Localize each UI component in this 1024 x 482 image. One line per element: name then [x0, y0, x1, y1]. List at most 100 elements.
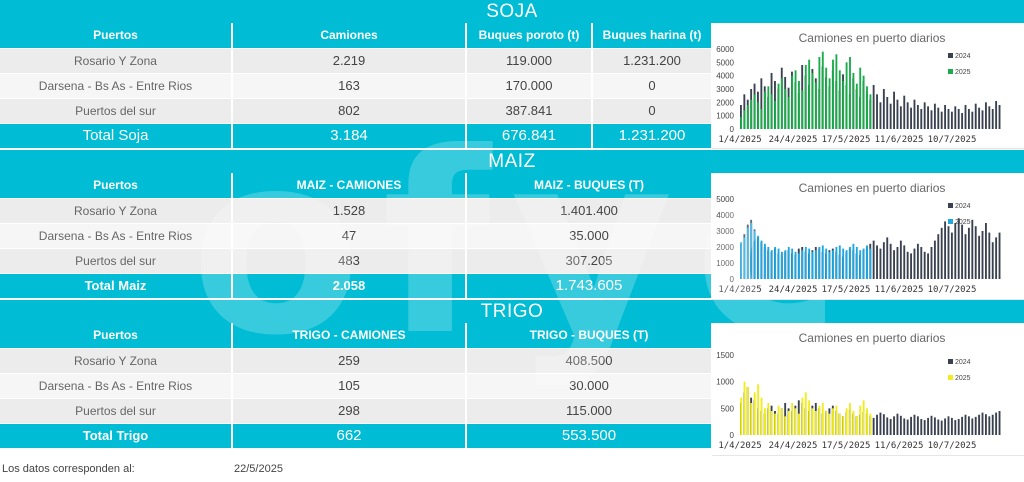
buques-value: 1.401.400	[466, 198, 713, 224]
bar-2025	[784, 89, 787, 129]
maiz-chart: Camiones en puerto diarios 0 1000 2000 3000 4…	[712, 173, 1024, 300]
bar-2024	[879, 412, 882, 435]
bar-2024	[944, 105, 947, 129]
bar-2024	[954, 223, 957, 279]
bar-2025	[764, 91, 766, 129]
trigo-section-title: TRIGO	[0, 300, 1024, 323]
bar-2024	[876, 245, 878, 279]
legend-label: 2024	[955, 203, 971, 210]
bar-2024	[957, 109, 960, 129]
bar-2025	[859, 250, 862, 279]
bar-2025	[845, 250, 848, 279]
maiz-header-puertos: Puertos	[0, 173, 233, 199]
legend-swatch	[948, 375, 953, 380]
bar-2025	[787, 411, 790, 435]
bar-2025	[791, 75, 794, 129]
bar-2025	[764, 243, 766, 279]
port-name: Rosario Y Zona	[0, 48, 233, 74]
camiones-value: 802	[232, 98, 467, 124]
bar-2025	[743, 381, 746, 435]
x-tick-label: 1/4/2025	[718, 441, 761, 451]
bar-2025	[770, 94, 773, 129]
bar-2025	[862, 248, 865, 279]
bar-2024	[998, 105, 1001, 129]
x-tick-label: 17/5/2025	[822, 285, 871, 295]
bar-2025	[760, 240, 763, 279]
trigo-table: Puertos TRIGO - CAMIONES TRIGO - BUQUES …	[0, 323, 713, 449]
bar-2024	[913, 248, 916, 279]
bar-2025	[818, 247, 821, 279]
total-label: Total Soja	[0, 123, 233, 149]
bar-2025	[835, 405, 838, 435]
total-buques-poroto: 676.841	[466, 123, 593, 149]
total-label: Total Trigo	[0, 423, 233, 449]
soja-chart: Camiones en puerto diarios 0 1000 2000 3000 4…	[712, 23, 1024, 149]
port-name: Puertos del sur	[0, 398, 233, 424]
camiones-value: 483	[232, 248, 467, 274]
total-buques-harina: 1.231.200	[592, 123, 713, 149]
bar-2024	[933, 417, 936, 435]
buques-value: 115.000	[466, 398, 713, 424]
y-tick-label: 1000	[716, 378, 734, 387]
bar-2025	[801, 397, 804, 435]
bar-2025	[804, 65, 807, 129]
bar-2024	[927, 106, 930, 129]
bar-2025	[804, 247, 807, 279]
bar-2024	[974, 226, 977, 279]
bar-2024	[920, 419, 923, 435]
table-row: Darsena - Bs As - Entre Rios 47 35.000	[0, 223, 713, 249]
bar-2025	[760, 109, 763, 129]
chart-title: Camiones en puerto diarios	[799, 181, 946, 195]
bar-2024	[944, 221, 947, 279]
bar-2025	[859, 67, 862, 129]
bar-2025	[808, 400, 811, 435]
bar-2025	[811, 408, 814, 435]
bar-2025	[862, 75, 865, 129]
bar-2025	[815, 411, 817, 435]
camiones-value: 163	[232, 73, 467, 99]
bar-2024	[896, 99, 899, 129]
buques-poroto-value: 119.000	[466, 48, 593, 74]
bar-2024	[940, 420, 943, 435]
bar-2025	[784, 416, 787, 435]
bar-2024	[995, 237, 998, 279]
port-name: Puertos del sur	[0, 248, 233, 274]
legend-swatch	[948, 359, 953, 364]
bar-2024	[944, 418, 947, 435]
bar-2024	[899, 106, 902, 129]
bar-2025	[798, 81, 800, 129]
bar-2024	[930, 415, 933, 435]
bar-2025	[781, 78, 783, 129]
bar-2024	[967, 416, 970, 435]
bar-2024	[950, 232, 953, 279]
bar-2024	[940, 111, 943, 129]
bar-2025	[787, 247, 790, 279]
maiz-header-buques: MAIZ - BUQUES (T)	[466, 173, 713, 199]
bar-2025	[804, 392, 807, 435]
bar-2025	[757, 102, 760, 129]
bar-2024	[998, 411, 1001, 435]
bar-2025	[740, 117, 743, 129]
bar-2024	[991, 242, 994, 279]
bar-2025	[862, 400, 865, 435]
soja-total-row: Total Soja 3.184 676.841 1.231.200	[0, 123, 713, 149]
bar-2025	[798, 253, 800, 279]
bar-2024	[879, 248, 882, 279]
bar-2024	[889, 103, 892, 129]
bar-2025	[808, 59, 811, 129]
bar-2025	[753, 231, 756, 279]
buques-harina-value: 0	[592, 98, 713, 124]
port-name: Darsena - Bs As - Entre Rios	[0, 73, 233, 99]
bar-2025	[849, 403, 851, 435]
y-tick-label: 3000	[716, 227, 734, 236]
soja-header-puertos: Puertos	[0, 23, 233, 49]
bar-2024	[893, 250, 895, 279]
buques-value: 35.000	[466, 223, 713, 249]
trigo-header-buques: TRIGO - BUQUES (T)	[466, 323, 713, 349]
legend-label: 2025	[955, 69, 971, 76]
bar-2024	[967, 227, 970, 279]
bar-2024	[984, 102, 987, 129]
trigo-header-camiones: TRIGO - CAMIONES	[232, 323, 467, 349]
x-tick-label: 10/7/2025	[928, 441, 977, 451]
bar-2024	[920, 109, 923, 129]
